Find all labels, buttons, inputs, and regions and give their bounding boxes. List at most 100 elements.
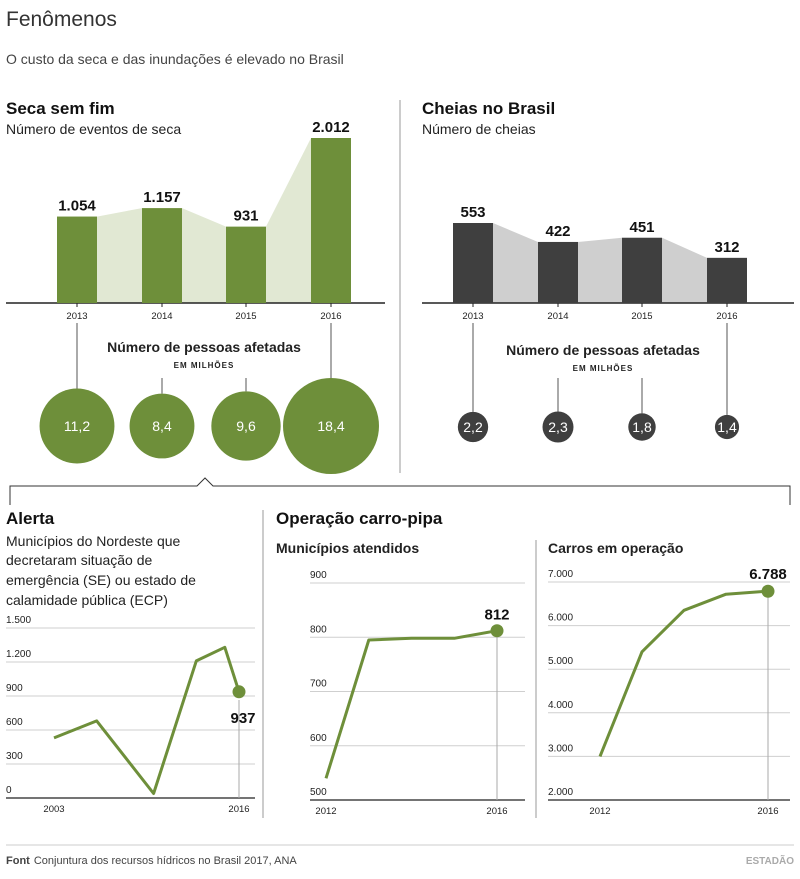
page-title: Fenômenos (6, 8, 117, 31)
end-value-label: 6.788 (749, 566, 787, 583)
bubble-2016 (283, 378, 379, 474)
bar-value-label: 553 (460, 204, 485, 221)
flood-events-chart: 553 2013 422 2014 451 2015 312 2016 (422, 204, 794, 322)
bar-2014 (142, 208, 182, 303)
bar-2013 (453, 223, 493, 303)
year-label: 2016 (716, 311, 737, 322)
floods-people-label: Número de pessoas afetadas (506, 342, 700, 358)
y-tick-label: 7.000 (548, 569, 573, 580)
footer-source-label: Font (6, 855, 30, 867)
bar-value-label: 1.054 (58, 198, 96, 215)
bubble-value-label: 1,8 (632, 419, 652, 435)
drought-people-chart: 11,2 8,4 9,6 18,4 (39, 323, 379, 474)
end-value-label: 937 (230, 710, 255, 727)
drought-people-unit: EM MILHÕES (174, 361, 235, 370)
y-tick-label: 1.200 (6, 649, 31, 660)
floods-people-unit: EM MILHÕES (573, 364, 634, 373)
bubble-value-label: 2,2 (463, 419, 483, 435)
alerta-line-chart: 0 300 600 900 1.200 1.500 937 2003 2016 (6, 615, 256, 815)
bubble-value-label: 1,4 (717, 419, 737, 435)
year-label: 2015 (235, 311, 256, 322)
drought-events-chart: 1.054 2013 1.157 2014 931 2015 2.012 2016 (6, 119, 385, 322)
series-line (53, 645, 241, 795)
y-tick-label: 4.000 (548, 700, 573, 711)
alerta-description-line-1: Municípios do Nordeste que (6, 533, 181, 549)
y-tick-label: 900 (6, 683, 23, 694)
bubble-2013 (39, 388, 115, 464)
bar-2015 (226, 226, 266, 303)
footer-source-text: Conjuntura dos recursos hídricos no Bras… (34, 855, 298, 867)
year-label: 2014 (547, 311, 568, 322)
year-label: 2016 (320, 311, 341, 322)
x-tick-label: 2016 (228, 804, 249, 815)
y-tick-label: 3.000 (548, 743, 573, 754)
drought-subheading: Número de eventos de seca (6, 121, 181, 137)
bubble-value-label: 8,4 (152, 418, 172, 434)
drought-people-label: Número de pessoas afetadas (107, 339, 301, 355)
y-tick-label: 6.000 (548, 613, 573, 624)
carros-line-chart: 2.000 3.000 4.000 5.000 6.000 7.000 6.788 2012 2… (548, 566, 790, 817)
section-bracket (9, 477, 791, 505)
y-tick-label: 300 (6, 751, 23, 762)
bubble-2015 (211, 391, 281, 461)
footer-brand: ESTADÃO (746, 854, 794, 867)
y-tick-label: 1.500 (6, 615, 31, 626)
page-subtitle: O custo da seca e das inundações é eleva… (6, 51, 344, 67)
floods-heading: Cheias no Brasil (422, 99, 555, 118)
bubble-value-label: 2,3 (548, 419, 568, 435)
bubble-2016 (714, 414, 740, 440)
y-tick-label: 700 (310, 679, 327, 690)
bar-value-label: 422 (545, 223, 570, 240)
footer-source: Font Conjuntura dos recursos hídricos no … (6, 855, 297, 867)
bubble-value-label: 9,6 (236, 418, 256, 434)
bar-connector-area (453, 223, 747, 303)
bubble-value-label: 11,2 (64, 418, 90, 434)
series-line (324, 629, 498, 779)
municipios-subheading: Municípios atendidos (276, 540, 419, 556)
bubble-2015 (628, 413, 656, 441)
y-tick-label: 5.000 (548, 656, 573, 667)
alerta-description-line-3: emergência (SE) ou estado de (6, 572, 196, 588)
municipios-line-chart: 500 600 700 800 900 812 2012 2016 (310, 570, 525, 817)
bubble-value-label: 18,4 (317, 418, 344, 434)
alerta-description-line-2: decretaram situação de (6, 552, 153, 568)
year-label: 2013 (462, 311, 483, 322)
drought-heading: Seca sem fim (6, 99, 115, 118)
bar-value-label: 2.012 (312, 119, 350, 136)
x-tick-label: 2012 (589, 806, 610, 817)
y-tick-label: 600 (310, 733, 327, 744)
alerta-heading: Alerta (6, 509, 55, 528)
y-tick-label: 500 (310, 787, 327, 798)
alerta-description-line-4: calamidade pública (ECP) (6, 592, 168, 608)
y-tick-label: 2.000 (548, 787, 573, 798)
year-label: 2015 (631, 311, 652, 322)
flood-people-chart: 2,2 2,3 1,8 1,4 (457, 323, 740, 443)
y-tick-label: 0 (6, 785, 12, 796)
bubble-2014 (129, 393, 195, 459)
end-value-label: 812 (484, 607, 509, 624)
bubble-2013 (457, 411, 489, 443)
bar-value-label: 1.157 (143, 189, 181, 206)
floods-subheading: Número de cheias (422, 121, 536, 137)
bar-2016 (707, 257, 747, 303)
x-tick-label: 2016 (486, 806, 507, 817)
end-point (761, 584, 775, 598)
bar-value-label: 451 (629, 219, 654, 236)
bar-2014 (538, 241, 578, 303)
bubble-2014 (542, 411, 574, 443)
carropipa-heading: Operação carro-pipa (276, 509, 443, 528)
bar-value-label: 931 (233, 208, 258, 225)
year-label: 2014 (151, 311, 172, 322)
y-tick-label: 600 (6, 717, 23, 728)
bar-2013 (57, 216, 97, 303)
series-line (598, 589, 769, 757)
bar-connector-area (57, 138, 351, 303)
bar-2016 (311, 138, 351, 303)
x-tick-label: 2012 (315, 806, 336, 817)
end-point (232, 685, 246, 699)
end-point (490, 624, 504, 638)
y-tick-label: 800 (310, 624, 327, 635)
x-tick-label: 2003 (43, 804, 64, 815)
year-label: 2013 (66, 311, 87, 322)
